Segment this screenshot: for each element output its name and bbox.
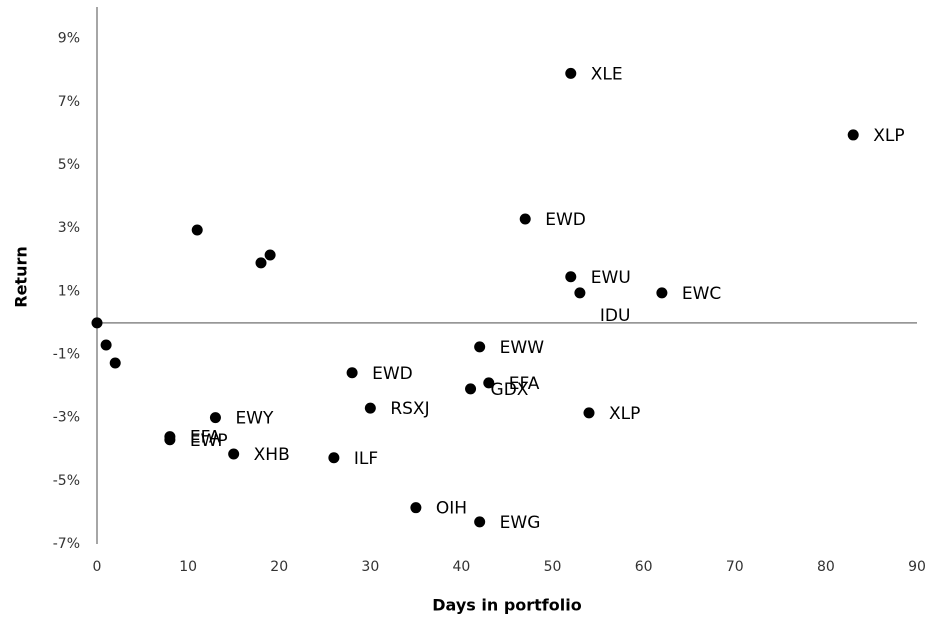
x-tick-label: 80 xyxy=(817,559,835,575)
point-label: RSXJ xyxy=(390,399,429,419)
point-label: EWD xyxy=(372,364,413,384)
y-tick-label: -7% xyxy=(53,536,80,552)
point xyxy=(100,339,112,351)
y-tick-label: -1% xyxy=(53,346,80,362)
y-tick-label: 9% xyxy=(58,31,80,47)
x-tick-label: 60 xyxy=(635,559,653,575)
y-axis-title: Return xyxy=(12,246,31,308)
x-tick-label: 0 xyxy=(93,559,102,575)
point xyxy=(519,213,531,225)
x-tick-label: 20 xyxy=(270,559,288,575)
y-tick-label: 3% xyxy=(58,220,80,236)
point xyxy=(574,287,586,299)
x-tick-label: 10 xyxy=(179,559,197,575)
point xyxy=(109,357,121,369)
point xyxy=(565,271,577,283)
point-label: EFA xyxy=(190,428,221,448)
point xyxy=(164,434,176,446)
point-label: EFA xyxy=(509,374,540,394)
point-label: EWP xyxy=(190,431,228,451)
x-tick-label: 30 xyxy=(361,559,379,575)
point xyxy=(255,257,267,269)
point xyxy=(474,341,486,353)
point xyxy=(565,67,577,79)
point xyxy=(474,516,486,528)
point-label: EWU xyxy=(591,268,631,288)
point-label: EWW xyxy=(500,338,545,358)
x-tick-label: 90 xyxy=(908,559,926,575)
point xyxy=(346,367,358,379)
y-tick-label: 7% xyxy=(58,94,80,110)
point-label: ILF xyxy=(354,449,378,469)
y-tick-label: -5% xyxy=(53,473,80,489)
point xyxy=(410,502,422,514)
point-label: XHB xyxy=(254,445,290,465)
point-label: XLP xyxy=(873,126,904,146)
point-label: XLP xyxy=(609,404,640,424)
point-label: IDU xyxy=(600,306,631,326)
x-axis-title: Days in portfolio xyxy=(432,596,581,615)
point xyxy=(364,402,376,414)
point xyxy=(91,317,103,329)
y-tick-label: 5% xyxy=(58,157,80,173)
point-label: EWG xyxy=(500,513,541,533)
x-tick-label: 40 xyxy=(453,559,471,575)
point-label: OIH xyxy=(436,499,467,519)
point-label: XLE xyxy=(591,64,623,84)
y-tick-label: -3% xyxy=(53,410,80,426)
point xyxy=(328,452,340,464)
point xyxy=(191,224,203,236)
point xyxy=(228,448,240,460)
x-tick-label: 70 xyxy=(726,559,744,575)
point xyxy=(465,383,477,395)
point xyxy=(264,249,276,261)
y-tick-label: 1% xyxy=(58,283,80,299)
point-label: GDX xyxy=(491,380,529,400)
point xyxy=(583,407,595,419)
x-tick-label: 50 xyxy=(544,559,562,575)
point xyxy=(483,377,495,389)
point xyxy=(209,412,221,424)
point-label: EWD xyxy=(545,210,586,230)
point xyxy=(656,287,668,299)
point-label: EWC xyxy=(682,284,721,304)
point xyxy=(847,129,859,141)
point-label: EWY xyxy=(235,409,274,429)
